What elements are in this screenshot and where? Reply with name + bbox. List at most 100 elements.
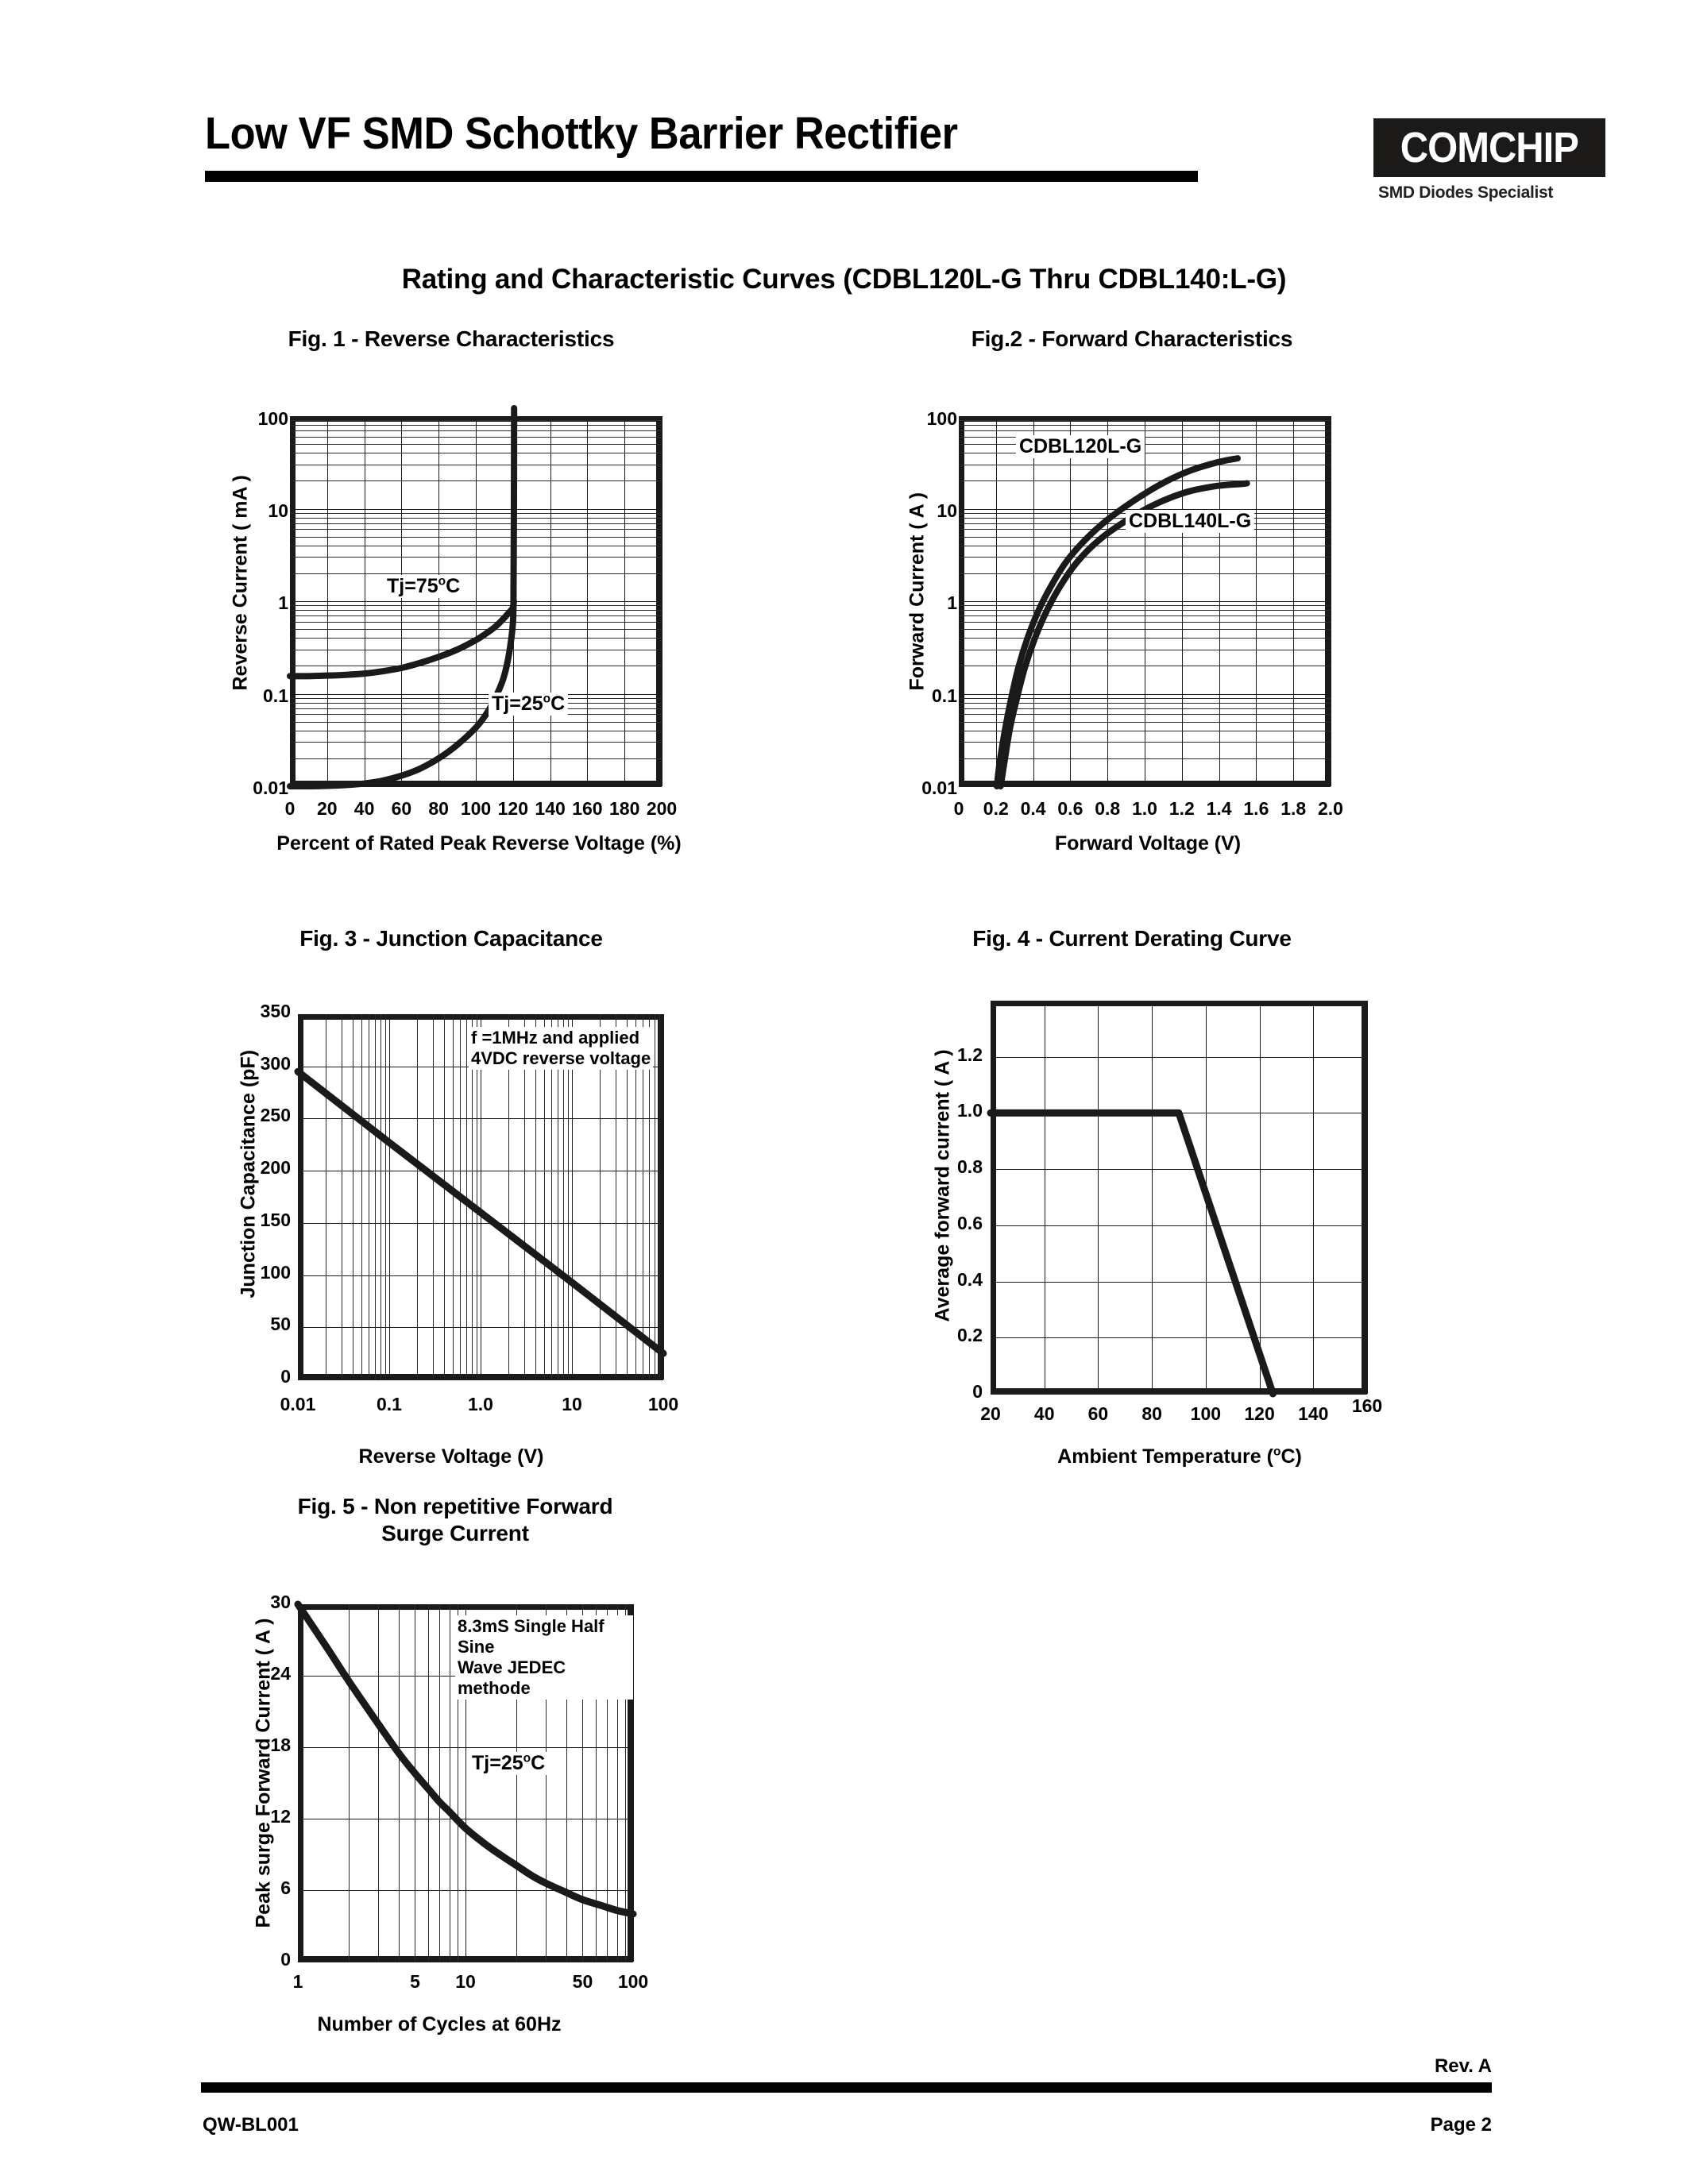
- gridline-h: [298, 1379, 663, 1380]
- gridline-v: [1367, 1001, 1368, 1394]
- gridline-v: [545, 1604, 547, 1962]
- gridline-v: [959, 416, 960, 786]
- gridline-v: [1070, 416, 1072, 786]
- figure-2-xtick: 1.6: [1243, 798, 1269, 819]
- gridline-v: [326, 416, 328, 786]
- figure-4-xtick: 60: [1087, 1403, 1109, 1424]
- gridline-v: [523, 1014, 525, 1379]
- gridline-v: [399, 1604, 400, 1962]
- gridline-v: [453, 1014, 454, 1379]
- figure-2-series-label-lower: CDBL140L-G: [1126, 510, 1255, 533]
- figure-1-xtick: 120: [497, 798, 528, 819]
- gridline-v: [624, 416, 626, 786]
- figure-3-ytick: 350: [260, 1001, 291, 1021]
- figure-4-xlabel: Ambient Temperature (oC): [1057, 1445, 1302, 1468]
- gridline-v: [625, 1604, 627, 1962]
- figure-3-curves: [294, 1067, 667, 1357]
- figure-4-xtick: 100: [1190, 1403, 1222, 1424]
- figure-5-ytick: 18: [270, 1734, 291, 1755]
- gridline-v: [516, 1604, 517, 1962]
- footer-page-number: Page 2: [1430, 2114, 1492, 2136]
- gridline-h: [290, 786, 662, 787]
- gridline-v: [995, 416, 997, 786]
- figure-2-plot: CDBL120L-G CDBL140L-G: [959, 416, 1331, 789]
- figure-5-plot: 8.3mS Single Half Sine Wave JEDEC method…: [294, 1600, 637, 1962]
- figure-2-series-label-upper: CDBL120L-G: [1016, 435, 1145, 458]
- figure-4-xtick: 20: [980, 1403, 1001, 1424]
- figure-2-xtick: 0.4: [1020, 798, 1046, 819]
- figure-2-xtick: 1.4: [1206, 798, 1232, 819]
- comchip-logo-text: COMCHIP: [1400, 124, 1579, 172]
- figure-1-xtick: 200: [646, 798, 678, 819]
- gridline-v: [290, 416, 291, 786]
- gridline-h: [991, 1225, 1367, 1226]
- figure-1-ytick: 10: [268, 500, 288, 521]
- gridline-v: [1219, 416, 1220, 786]
- gridline-v: [1107, 416, 1109, 786]
- figure-5-ytick: 24: [270, 1663, 291, 1684]
- degree-icon: o: [543, 692, 551, 706]
- figure-1-ytick: 1: [278, 592, 288, 613]
- figure-1-ytick: 0.01: [253, 778, 288, 798]
- gridline-v: [1293, 416, 1295, 786]
- figure-2: Fig.2 - Forward Characteristics Forward …: [870, 326, 1442, 874]
- figure-2-xtick: 0: [953, 798, 964, 819]
- figure-3-ytick: 150: [260, 1209, 291, 1230]
- page-header: Low VF SMD Schottky Barrier Rectifier CO…: [205, 107, 1605, 226]
- degree-icon: o: [523, 1751, 531, 1765]
- figure-5-annotation: 8.3mS Single Half Sine Wave JEDEC method…: [455, 1615, 633, 1700]
- gridline-v: [1152, 1001, 1153, 1394]
- gridline-h: [991, 1394, 1367, 1395]
- figure-3-ytick: 100: [260, 1261, 291, 1283]
- gridline-v: [428, 1604, 430, 1962]
- gridline-v: [416, 1014, 418, 1379]
- page-title: Low VF SMD Schottky Barrier Rectifier: [205, 108, 958, 159]
- figure-1-xtick: 80: [428, 798, 449, 819]
- degree-icon: o: [1273, 1445, 1281, 1459]
- figure-5-curves: [294, 1600, 637, 1918]
- figure-2-ylabel: Forward Current ( A ): [906, 492, 929, 691]
- figure-3-ytick: 0: [280, 1366, 291, 1387]
- figure-5-xtick: 10: [455, 1971, 476, 1992]
- gridline-h: [991, 1169, 1367, 1171]
- degree-icon: o: [438, 574, 446, 588]
- figure-5-ytick: 6: [280, 1877, 291, 1898]
- gridline-v: [476, 416, 477, 786]
- figure-5-temp-label: Tj=25oC: [469, 1751, 549, 1775]
- figure-3-xtick: 10: [562, 1394, 582, 1414]
- figure-3-xtick: 0.1: [377, 1394, 402, 1414]
- gridline-v: [466, 1014, 468, 1379]
- gridline-v: [550, 416, 551, 786]
- figure-5-xtick: 5: [410, 1971, 420, 1992]
- gridline-v: [1033, 416, 1034, 786]
- gridline-h: [991, 1281, 1367, 1283]
- figure-4-xtick: 140: [1298, 1403, 1329, 1424]
- gridline-v: [1181, 416, 1183, 786]
- gridline-v: [599, 1014, 601, 1379]
- figure-3-xlabel: Reverse Voltage (V): [358, 1445, 544, 1468]
- figure-4-ytick: 0.4: [957, 1268, 983, 1290]
- figure-2-xtick: 1.2: [1168, 798, 1195, 819]
- figure-1-hot-label: Tj=75oC: [384, 574, 464, 598]
- figure-3: Fig. 3 - Junction Capacitance Junction C…: [205, 925, 761, 1468]
- figure-3-ytick: 50: [270, 1314, 291, 1335]
- figure-2-ytick: 0.1: [932, 685, 957, 706]
- gridline-v: [298, 1604, 299, 1962]
- header-rule: [205, 171, 1198, 182]
- gridline-v: [627, 1014, 628, 1379]
- gridline-v: [1256, 416, 1257, 786]
- figure-1: Fig. 1 - Reverse Characteristics Reverse…: [205, 326, 761, 874]
- figure-3-xtick: 1.0: [468, 1394, 493, 1414]
- gridline-v: [562, 1014, 564, 1379]
- figure-3-xtick: 0.01: [280, 1394, 316, 1414]
- figure-2-xtick: 1.0: [1132, 798, 1157, 819]
- gridline-v: [535, 1014, 537, 1379]
- figure-5-ytick: 0: [280, 1949, 291, 1970]
- gridline-v: [572, 1014, 573, 1379]
- gridline-v: [444, 1014, 446, 1379]
- figure-4-xtick: 160: [1351, 1395, 1383, 1416]
- gridline-v: [635, 1014, 637, 1379]
- figure-5-title: Fig. 5 - Non repetitive Forward Surge Cu…: [297, 1494, 613, 1546]
- gridline-v: [596, 1604, 597, 1962]
